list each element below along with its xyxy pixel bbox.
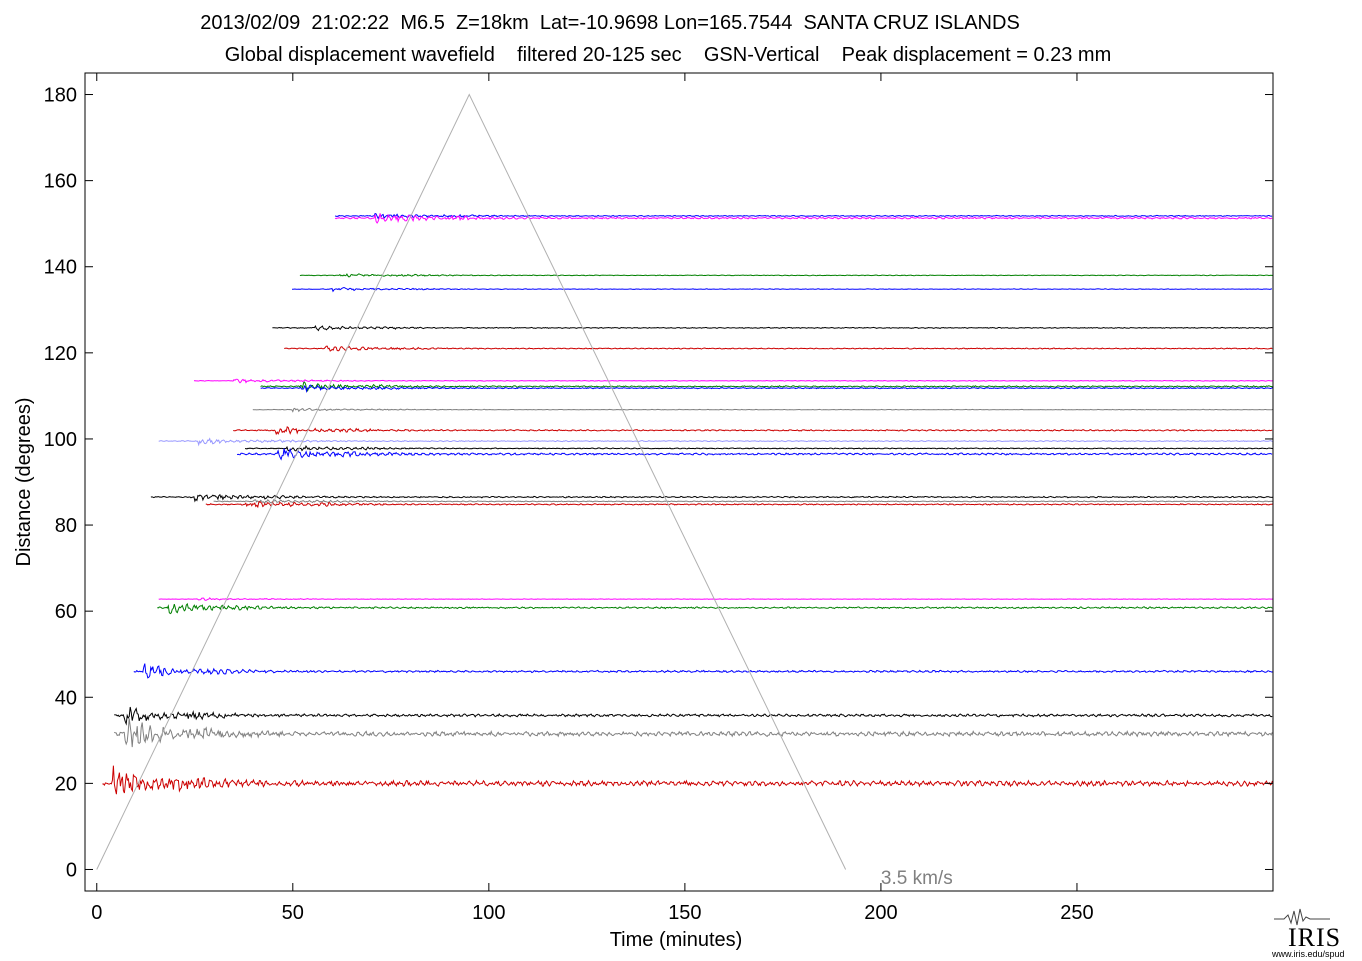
- seismogram-trace: [205, 500, 1273, 509]
- x-tick-label: 0: [91, 902, 102, 924]
- y-axis: 0 20 40 60 80 100 120 140 160 180: [44, 85, 1273, 881]
- seismogram-trace: [260, 384, 1273, 394]
- y-tick-label: 20: [55, 773, 77, 795]
- iris-logo: IRIS www.iris.edu/spud: [1270, 905, 1362, 961]
- seismogram-trace: [334, 213, 1273, 224]
- seismogram-trace: [334, 212, 1273, 220]
- y-tick-label: 120: [44, 343, 77, 365]
- seismogram-trace: [213, 499, 1273, 504]
- x-tick-label: 250: [1060, 902, 1093, 924]
- seismogram-trace: [150, 493, 1274, 503]
- seismogram-trace: [260, 381, 1273, 392]
- y-tick-label: 180: [44, 85, 77, 107]
- y-axis-label: Distance (degrees): [13, 398, 35, 567]
- x-tick-label: 100: [472, 902, 505, 924]
- seismogram-trace: [157, 602, 1273, 615]
- y-tick-label: 140: [44, 257, 77, 279]
- y-tick-label: 160: [44, 171, 77, 193]
- event-title: 2013/02/09 21:02:22 M6.5 Z=18km Lat=-10.…: [200, 12, 1020, 34]
- annotation-group: 3.5 km/s: [881, 868, 953, 889]
- trace-group: [102, 212, 1274, 795]
- x-tick-label: 150: [668, 902, 701, 924]
- reference-line: [96, 93, 847, 870]
- seismogram-trace: [193, 378, 1274, 384]
- seismogram-trace: [114, 706, 1273, 726]
- x-tick-label: 200: [864, 902, 897, 924]
- logo-text: IRIS: [1288, 923, 1342, 952]
- seismogram-trace: [292, 286, 1273, 293]
- seismogram-trace: [133, 663, 1273, 679]
- y-tick-label: 0: [66, 859, 77, 881]
- seismogram-trace: [102, 765, 1273, 795]
- chart-subtitle: Global displacement wavefield filtered 2…: [224, 44, 1112, 66]
- seismogram-trace: [272, 325, 1273, 332]
- x-tick-label: 50: [282, 902, 304, 924]
- plot-frame: [84, 72, 1274, 892]
- y-tick-label: 100: [44, 429, 77, 451]
- y-tick-label: 60: [55, 601, 77, 623]
- x-axis-label: Time (minutes): [610, 929, 743, 951]
- seismogram-trace: [236, 447, 1273, 461]
- seismogram-trace: [158, 597, 1273, 601]
- x-axis: 0 50 100 150 200 250: [91, 73, 1094, 924]
- logo-url: www.iris.edu/spud: [1272, 949, 1345, 959]
- seismogram-trace: [113, 718, 1273, 748]
- reference-line-group: [96, 93, 847, 870]
- seismogram-trace: [299, 273, 1273, 278]
- seismogram-trace: [245, 445, 1274, 452]
- seismogram-trace: [158, 437, 1273, 447]
- y-tick-label: 80: [55, 515, 77, 537]
- seismogram-trace: [233, 426, 1273, 436]
- seismogram-logo-icon: [1274, 908, 1330, 926]
- y-tick-label: 40: [55, 687, 77, 709]
- seismogram-trace: [252, 407, 1273, 413]
- seismogram-trace: [284, 345, 1273, 352]
- annotation-label: 3.5 km/s: [881, 868, 953, 889]
